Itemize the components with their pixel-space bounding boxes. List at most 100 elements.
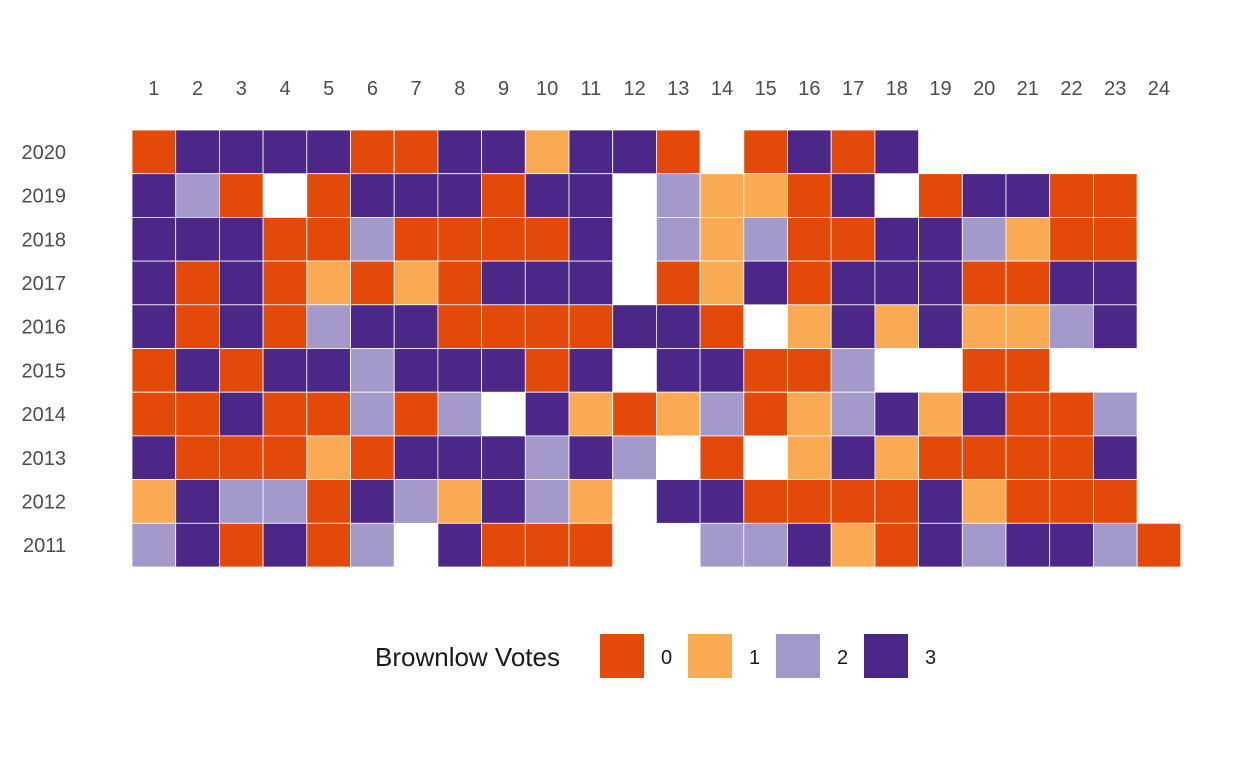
heatmap-cell <box>437 348 482 393</box>
heatmap-cell <box>524 216 570 262</box>
heatmap-cell <box>743 260 788 306</box>
heatmap-cell <box>656 479 701 524</box>
heatmap-cell <box>961 260 1007 306</box>
heatmap-cell <box>918 173 963 218</box>
heatmap-cell <box>350 304 395 349</box>
heatmap-cell <box>743 129 788 175</box>
heatmap-cell <box>656 348 701 393</box>
heatmap-cell <box>175 216 220 262</box>
heatmap-cell <box>175 522 220 568</box>
heatmap-cell <box>1093 479 1138 524</box>
heatmap-cell <box>306 522 351 568</box>
x-tick-label: 10 <box>536 78 558 100</box>
heatmap-cell <box>437 173 482 218</box>
heatmap-cell <box>699 173 745 218</box>
heatmap-cell <box>568 522 614 568</box>
heatmap-cell <box>656 216 701 262</box>
heatmap-cell <box>481 348 526 393</box>
heatmap-cell <box>131 260 177 306</box>
heatmap-cell <box>568 173 614 218</box>
x-tick-label: 24 <box>1148 78 1170 100</box>
heatmap-cell <box>1005 260 1051 306</box>
heatmap-cell <box>612 129 657 175</box>
heatmap-cell <box>218 522 264 568</box>
heatmap-cell <box>874 260 920 306</box>
heatmap-cell <box>787 260 832 306</box>
heatmap-cell <box>262 260 308 306</box>
heatmap-cell <box>131 435 177 480</box>
heatmap-cell <box>568 435 614 480</box>
heatmap-cell <box>1005 391 1051 437</box>
x-tick-label: 22 <box>1060 78 1082 100</box>
heatmap-cell <box>874 479 920 524</box>
heatmap-cell <box>350 479 395 524</box>
heatmap-cell <box>918 479 963 524</box>
x-tick-label: 17 <box>842 78 864 100</box>
heatmap-cell <box>787 435 832 480</box>
heatmap-cell <box>787 522 832 568</box>
y-tick-label: 2012 <box>22 492 67 514</box>
legend-swatch <box>688 634 732 678</box>
heatmap-cell <box>874 522 920 568</box>
heatmap-cell <box>481 304 526 349</box>
heatmap-cell <box>393 391 439 437</box>
x-tick-label: 2 <box>192 78 203 100</box>
heatmap-cell <box>1049 173 1094 218</box>
heatmap-cell <box>175 129 220 175</box>
x-tick-label: 18 <box>886 78 908 100</box>
x-tick-label: 6 <box>367 78 378 100</box>
heatmap-cells <box>131 129 1182 568</box>
heatmap-cell <box>743 348 788 393</box>
heatmap-cell <box>306 216 351 262</box>
heatmap-cell <box>524 522 570 568</box>
legend-swatch <box>776 634 820 678</box>
heatmap-cell <box>481 129 526 175</box>
heatmap-cell <box>218 479 264 524</box>
heatmap-cell <box>218 216 264 262</box>
heatmap-cell <box>787 304 832 349</box>
legend-label: 3 <box>925 647 936 669</box>
y-tick-label: 2014 <box>22 404 67 426</box>
legend: Brownlow Votes 0 1 2 3 <box>375 634 936 678</box>
heatmap-cell <box>1049 522 1094 568</box>
x-tick-label: 12 <box>623 78 645 100</box>
heatmap-cell <box>918 522 963 568</box>
heatmap-cell <box>437 479 482 524</box>
heatmap-cell <box>218 348 264 393</box>
heatmap-cell <box>437 304 482 349</box>
heatmap-cell <box>830 129 876 175</box>
heatmap-cell <box>218 304 264 349</box>
heatmap-cell <box>306 173 351 218</box>
x-tick-label: 11 <box>581 78 602 100</box>
heatmap-cell <box>437 435 482 480</box>
heatmap-cell <box>1093 216 1138 262</box>
heatmap-cell <box>699 391 745 437</box>
heatmap-cell <box>1005 348 1051 393</box>
heatmap-cell <box>481 216 526 262</box>
heatmap-cell <box>830 391 876 437</box>
y-tick-label: 2018 <box>22 229 67 251</box>
y-tick-label: 2011 <box>23 535 66 557</box>
x-tick-label: 4 <box>279 78 290 100</box>
heatmap-cell <box>1136 522 1182 568</box>
y-tick-label: 2015 <box>22 360 67 382</box>
heatmap-cell <box>787 216 832 262</box>
heatmap-cell <box>350 216 395 262</box>
heatmap-cell <box>1005 216 1051 262</box>
heatmap-cell <box>961 435 1007 480</box>
heatmap-cell <box>830 479 876 524</box>
heatmap-cell <box>437 391 482 437</box>
y-tick-label: 2020 <box>22 142 67 164</box>
y-tick-label: 2017 <box>22 273 67 295</box>
heatmap-cell <box>306 391 351 437</box>
legend-swatch <box>600 634 644 678</box>
legend-items: 0 1 2 3 <box>600 634 936 678</box>
legend-label: 2 <box>837 647 848 669</box>
heatmap-cell <box>568 216 614 262</box>
heatmap-cell <box>874 391 920 437</box>
y-tick-label: 2013 <box>22 448 67 470</box>
heatmap-cell <box>350 522 395 568</box>
legend-label: 1 <box>749 647 760 669</box>
heatmap-cell <box>393 173 439 218</box>
heatmap-cell <box>524 348 570 393</box>
